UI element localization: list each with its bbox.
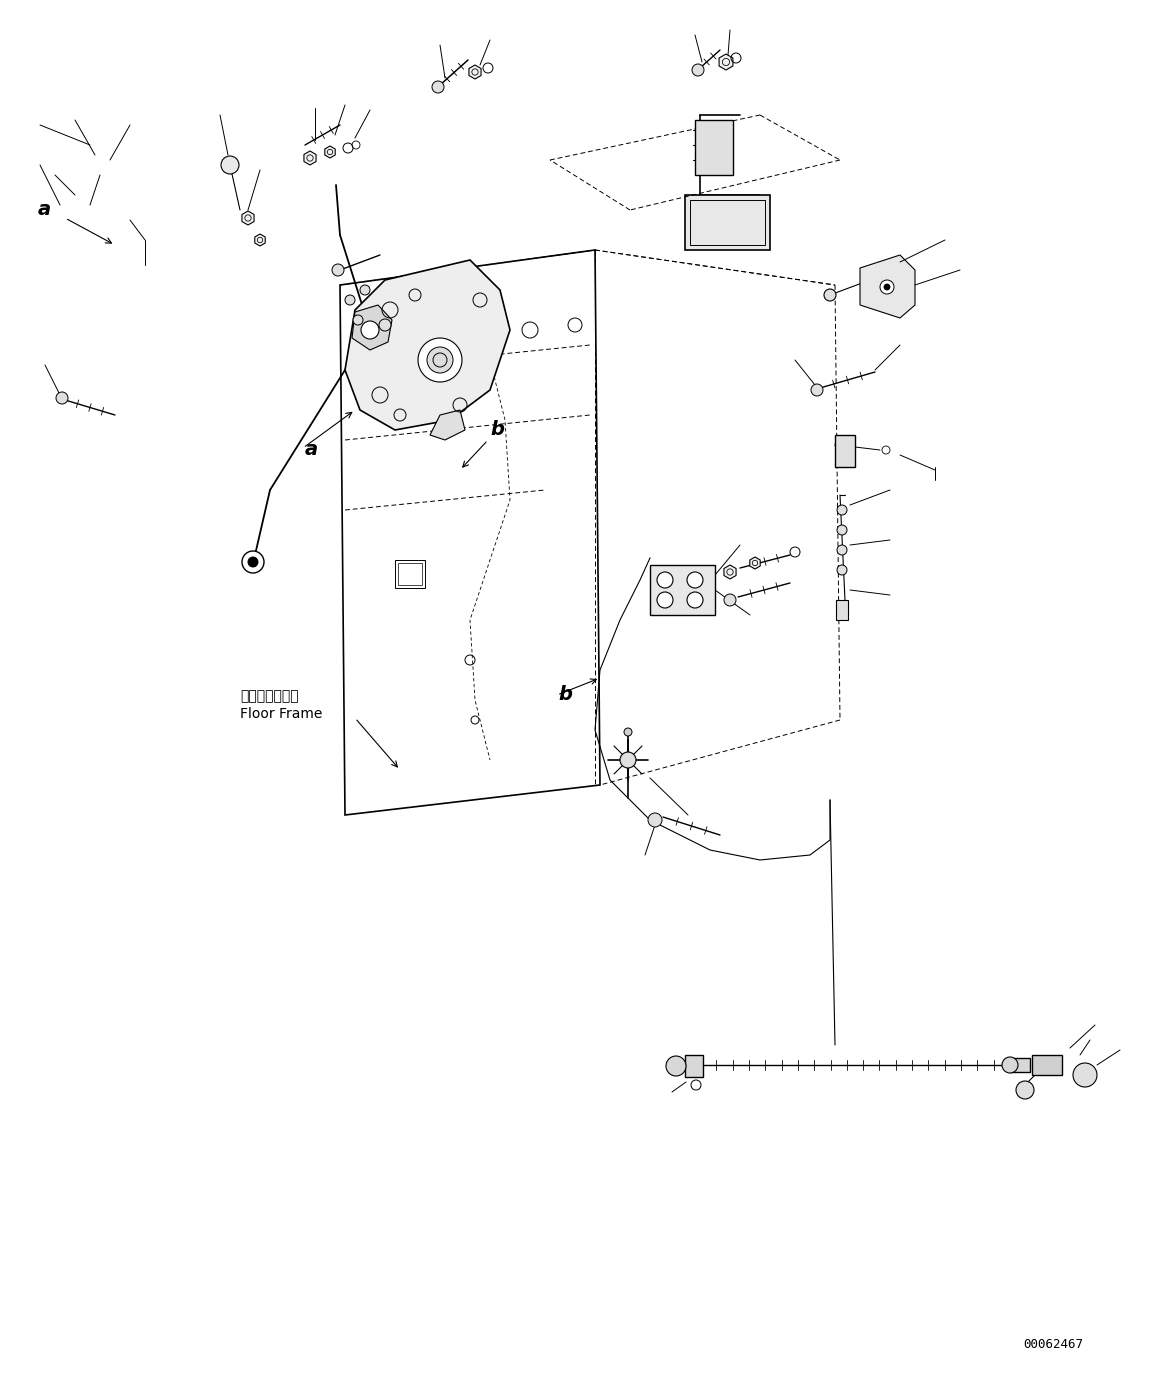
Circle shape [657,592,673,609]
Circle shape [331,264,344,276]
Bar [690,201,765,245]
Bar [695,120,733,174]
Circle shape [620,752,636,768]
Polygon shape [304,151,316,165]
Circle shape [242,551,264,573]
Circle shape [379,319,391,331]
Polygon shape [352,305,392,350]
Circle shape [418,338,462,382]
Polygon shape [750,556,761,569]
Circle shape [880,280,894,294]
Polygon shape [719,54,733,70]
Bar [835,436,855,467]
Circle shape [354,315,363,326]
Text: b: b [558,686,572,703]
Bar [1009,1058,1030,1072]
Circle shape [884,284,890,290]
Circle shape [361,284,370,295]
Circle shape [248,556,258,567]
Circle shape [825,289,836,301]
Circle shape [427,348,454,372]
Circle shape [687,572,702,588]
Circle shape [692,65,704,76]
Polygon shape [430,409,465,440]
Circle shape [666,1057,686,1076]
Polygon shape [723,565,736,578]
Circle shape [221,157,240,174]
Text: フロアフレーム: フロアフレーム [240,688,299,703]
Circle shape [1073,1063,1097,1087]
Polygon shape [469,65,481,78]
Polygon shape [345,260,511,430]
Text: a: a [305,440,319,459]
Bar [685,1055,702,1077]
Circle shape [657,572,673,588]
Circle shape [837,506,847,515]
Circle shape [648,813,662,827]
Circle shape [431,81,444,93]
Circle shape [837,565,847,574]
Circle shape [625,728,632,736]
Bar [395,561,424,588]
Polygon shape [242,212,254,225]
Bar [836,600,848,620]
Circle shape [1003,1057,1018,1073]
Polygon shape [324,146,335,158]
Bar [685,195,770,250]
Circle shape [345,295,355,305]
Text: Floor Frame: Floor Frame [240,708,322,721]
Text: a: a [38,201,51,218]
Circle shape [837,545,847,555]
Polygon shape [859,256,915,317]
Circle shape [1016,1081,1034,1099]
Bar [650,565,715,616]
Polygon shape [255,234,265,246]
Bar [398,563,422,585]
Circle shape [56,392,67,404]
Circle shape [687,592,702,609]
Bar [1032,1055,1062,1074]
Circle shape [725,594,736,606]
Circle shape [811,383,823,396]
Circle shape [837,525,847,534]
Text: b: b [490,420,504,440]
Text: 00062467: 00062467 [1023,1338,1083,1351]
Circle shape [361,322,379,339]
